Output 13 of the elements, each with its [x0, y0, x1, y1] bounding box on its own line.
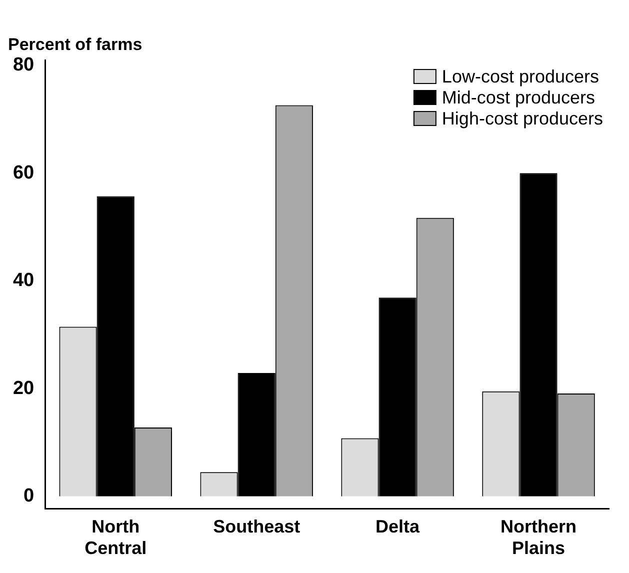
y-tick-label: 40 — [12, 270, 34, 292]
legend-label: Mid-cost producers — [442, 87, 595, 108]
legend-label: High-cost producers — [442, 108, 604, 128]
y-tick-label: 80 — [12, 54, 34, 76]
x-tick-label: Northern Plains — [500, 516, 577, 558]
y-tick-label: 20 — [12, 378, 34, 399]
y-tick-label: 60 — [12, 162, 34, 184]
x-tick-label: Delta — [376, 516, 421, 537]
y-axis-title: Percent of farms — [8, 35, 142, 54]
y-tick-label: 0 — [24, 486, 34, 507]
x-tick-label: North Central — [84, 516, 147, 558]
x-tick-label: Southeast — [213, 516, 300, 537]
legend-label: Low-cost producers — [442, 66, 600, 86]
